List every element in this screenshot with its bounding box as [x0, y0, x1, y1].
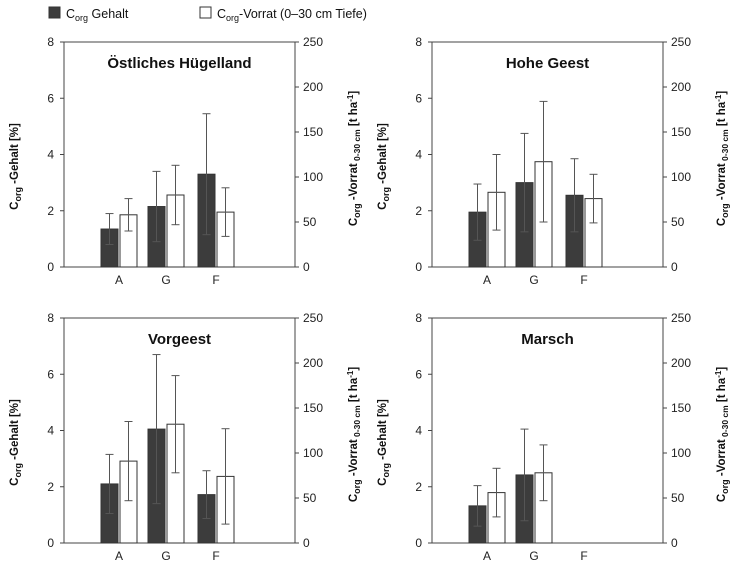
y-axis-label-left: Corg -Gehalt [%] [9, 123, 23, 210]
tick-label-left: 0 [47, 260, 54, 274]
chart-panel-4: 0 2 4 6 8 0 50 100 150 200 250 A G F Marsch Corg -Gehal… [377, 311, 730, 561]
category-label-G: G [529, 549, 538, 561]
tick-label-right: 50 [303, 215, 317, 229]
tick-label-right: 100 [303, 170, 323, 184]
tick-label-right: 150 [671, 125, 691, 139]
y-axis-label-right: Corg -Vorrat 0-30 cm [t ha-1] [346, 91, 362, 227]
y-axis-label-left: Corg -Gehalt [%] [377, 399, 391, 486]
tick-label-left: 8 [47, 311, 54, 325]
y-axis-label-right: Corg -Vorrat 0-30 cm [t ha-1] [714, 367, 730, 503]
tick-label-left: 2 [47, 204, 54, 218]
tick-label-right: 150 [303, 401, 323, 415]
category-label-A: A [115, 549, 123, 561]
tick-label-left: 6 [47, 367, 54, 381]
tick-label-left: 2 [415, 480, 422, 494]
tick-label-left: 6 [415, 91, 422, 105]
y-axis-label-left: Corg -Gehalt [%] [9, 399, 23, 486]
category-label-A: A [483, 273, 491, 287]
category-label-A: A [483, 549, 491, 561]
chart-title: Hohe Geest [506, 55, 589, 72]
tick-label-left: 6 [47, 91, 54, 105]
tick-label-right: 0 [303, 260, 310, 274]
tick-label-right: 100 [303, 446, 323, 460]
legend-label-vorrat: Corg-Vorrat (0–30 cm Tiefe) [217, 7, 367, 23]
tick-label-right: 250 [671, 311, 691, 325]
tick-label-right: 200 [303, 80, 323, 94]
y-axis-label-left: Corg -Gehalt [%] [377, 123, 391, 210]
tick-label-left: 0 [415, 536, 422, 550]
tick-label-right: 100 [671, 170, 691, 184]
y-axis-label-right: Corg -Vorrat 0-30 cm [t ha-1] [346, 367, 362, 503]
tick-label-right: 250 [303, 35, 323, 49]
tick-label-left: 4 [415, 148, 422, 162]
category-label-F: F [212, 273, 219, 287]
tick-label-left: 8 [415, 35, 422, 49]
tick-label-right: 100 [671, 446, 691, 460]
tick-label-right: 150 [303, 125, 323, 139]
tick-label-right: 200 [671, 80, 691, 94]
y-axis-label-right: Corg -Vorrat 0-30 cm [t ha-1] [714, 91, 730, 227]
tick-label-right: 0 [671, 260, 678, 274]
category-label-A: A [115, 273, 123, 287]
tick-label-right: 0 [671, 536, 678, 550]
tick-label-left: 0 [47, 536, 54, 550]
category-label-G: G [161, 273, 170, 287]
tick-label-left: 2 [47, 480, 54, 494]
tick-label-right: 250 [303, 311, 323, 325]
tick-label-left: 4 [47, 148, 54, 162]
tick-label-left: 4 [415, 424, 422, 438]
tick-label-right: 200 [303, 356, 323, 370]
chart-panel-3: 0 2 4 6 8 0 50 100 150 200 250 A G F Vorgeest Corg -Geh… [9, 311, 362, 561]
chart-title: Vorgeest [148, 331, 211, 348]
tick-label-left: 2 [415, 204, 422, 218]
chart-panel-1: 0 2 4 6 8 0 50 100 150 200 250 A G F Östliches Hügella… [9, 35, 362, 287]
legend: Corg Gehalt Corg-Vorrat (0–30 cm Tiefe) [48, 6, 367, 23]
legend-swatch-vorrat [199, 6, 212, 19]
legend-label-gehalt: Corg Gehalt [66, 7, 129, 23]
category-label-F: F [580, 273, 587, 287]
tick-label-right: 200 [671, 356, 691, 370]
category-label-G: G [161, 549, 170, 561]
tick-label-left: 4 [47, 424, 54, 438]
tick-label-left: 0 [415, 260, 422, 274]
chart-title: Marsch [521, 331, 574, 348]
chart-panel-2: 0 2 4 6 8 0 50 100 150 200 250 A G F Hohe Geest Corg -G… [377, 35, 730, 287]
tick-label-left: 8 [415, 311, 422, 325]
tick-label-right: 250 [671, 35, 691, 49]
tick-label-right: 50 [303, 491, 317, 505]
legend-swatch-gehalt [48, 6, 61, 19]
chart-title: Östliches Hügelland [107, 55, 251, 72]
category-label-G: G [529, 273, 538, 287]
category-label-F: F [580, 549, 587, 561]
tick-label-right: 150 [671, 401, 691, 415]
tick-label-right: 50 [671, 215, 685, 229]
tick-label-right: 0 [303, 536, 310, 550]
tick-label-left: 8 [47, 35, 54, 49]
category-label-F: F [212, 549, 219, 561]
tick-label-left: 6 [415, 367, 422, 381]
tick-label-right: 50 [671, 491, 685, 505]
